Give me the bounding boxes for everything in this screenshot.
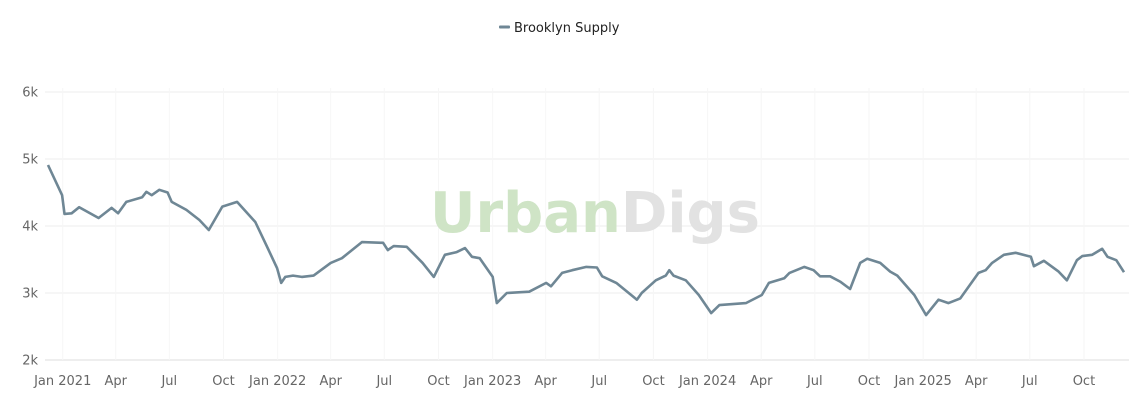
x-tick-label: Oct [427, 374, 449, 389]
y-tick-label: 4k [22, 220, 38, 235]
legend[interactable]: Brooklyn Supply [499, 21, 620, 36]
watermark-part1: Urban [430, 181, 621, 246]
svg-text:UrbanDigs: UrbanDigs [430, 181, 760, 246]
watermark-part2: Digs [621, 181, 760, 246]
legend-label[interactable]: Brooklyn Supply [514, 21, 620, 36]
x-tick-label: Oct [858, 374, 880, 389]
x-tick-label: Jul [160, 374, 177, 389]
x-tick-label: Apr [750, 374, 773, 389]
x-tick-label: Apr [104, 374, 127, 389]
x-tick-label: Jan 2024 [678, 374, 736, 389]
grid [45, 88, 1129, 361]
x-tick-label: Jul [590, 374, 607, 389]
x-tick-label: Apr [534, 374, 557, 389]
series-line-brooklyn-supply [46, 164, 1126, 317]
legend-swatch [499, 25, 510, 29]
x-tick-label: Apr [965, 374, 988, 389]
x-tick-label: Jan 2021 [33, 374, 91, 389]
y-tick-label: 3k [22, 287, 38, 302]
x-tick-label: Oct [212, 374, 234, 389]
x-tick-label: Oct [642, 374, 664, 389]
y-tick-label: 5k [22, 153, 38, 168]
x-tick-label: Jul [375, 374, 392, 389]
x-tick-label: Jul [1021, 374, 1038, 389]
x-tick-label: Jan 2023 [463, 374, 521, 389]
x-tick-label: Oct [1073, 374, 1095, 389]
x-tick-label: Jul [806, 374, 823, 389]
x-tick-label: Jan 2022 [248, 374, 306, 389]
y-axis: 2k 3k 4k 5k 6k [22, 86, 38, 369]
x-tick-label: Jan 2025 [894, 374, 952, 389]
y-tick-label: 6k [22, 86, 38, 101]
x-tick-label: Apr [319, 374, 342, 389]
y-tick-label: 2k [22, 354, 38, 369]
watermark-logo: UrbanDigs [430, 181, 760, 246]
x-axis: Jan 2021 Apr Jul Oct Jan 2022 Apr Jul Oct Jan 20… [33, 374, 1095, 389]
